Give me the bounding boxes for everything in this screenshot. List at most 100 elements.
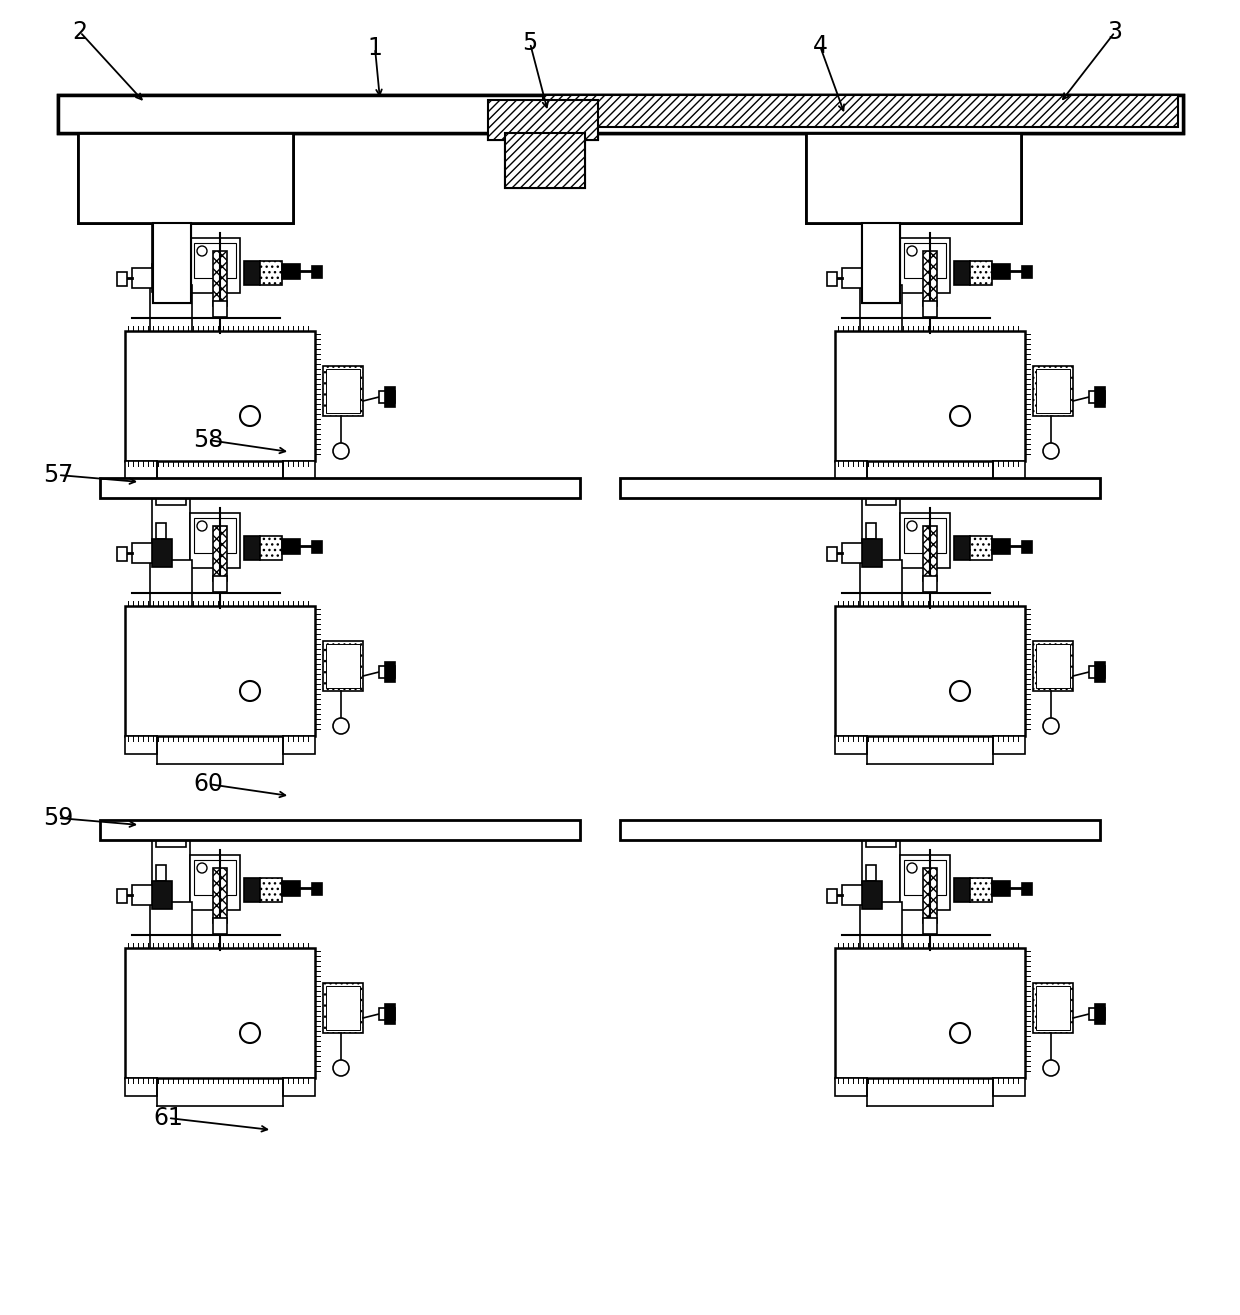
- Bar: [125, 1078, 157, 1095]
- Bar: [862, 881, 882, 909]
- Bar: [835, 736, 867, 753]
- Circle shape: [197, 521, 207, 531]
- Bar: [150, 902, 192, 982]
- Bar: [923, 868, 937, 923]
- Bar: [283, 1078, 315, 1095]
- Bar: [1033, 640, 1073, 690]
- Bar: [842, 543, 862, 563]
- Bar: [153, 539, 172, 567]
- Bar: [281, 264, 300, 279]
- Bar: [125, 606, 315, 736]
- Bar: [827, 889, 837, 903]
- Bar: [326, 644, 360, 688]
- Circle shape: [1043, 1060, 1059, 1076]
- Bar: [866, 838, 897, 847]
- Bar: [260, 878, 281, 902]
- Bar: [213, 301, 227, 317]
- Text: 61: 61: [153, 1106, 184, 1130]
- Bar: [992, 264, 1011, 279]
- Bar: [1089, 1009, 1105, 1020]
- Bar: [326, 370, 360, 413]
- Circle shape: [950, 406, 970, 426]
- Circle shape: [334, 1060, 348, 1076]
- Bar: [505, 133, 585, 188]
- Bar: [283, 736, 315, 753]
- Bar: [954, 878, 970, 902]
- Bar: [156, 220, 186, 230]
- Bar: [861, 285, 901, 366]
- Bar: [193, 860, 236, 896]
- Bar: [384, 387, 396, 408]
- Bar: [861, 902, 901, 982]
- Bar: [131, 543, 153, 563]
- Bar: [156, 523, 166, 539]
- Bar: [326, 986, 360, 1030]
- Bar: [835, 606, 1025, 736]
- Bar: [862, 224, 900, 293]
- Bar: [384, 1003, 396, 1024]
- Bar: [1033, 984, 1073, 1034]
- Bar: [312, 882, 322, 896]
- Bar: [1035, 370, 1070, 413]
- Bar: [125, 736, 157, 753]
- Bar: [153, 264, 172, 292]
- Bar: [384, 661, 396, 682]
- Bar: [904, 518, 946, 554]
- Bar: [543, 95, 1178, 128]
- Bar: [842, 885, 862, 905]
- Bar: [190, 513, 241, 568]
- Bar: [505, 133, 585, 188]
- Bar: [312, 266, 322, 277]
- Bar: [379, 665, 396, 679]
- Text: 4: 4: [812, 34, 827, 58]
- Bar: [1095, 661, 1105, 682]
- Bar: [260, 260, 281, 285]
- Bar: [904, 243, 946, 277]
- Circle shape: [241, 406, 260, 426]
- Bar: [993, 736, 1025, 753]
- Bar: [156, 838, 186, 847]
- Bar: [244, 260, 260, 285]
- Bar: [954, 537, 970, 560]
- Bar: [806, 133, 1021, 224]
- Bar: [835, 948, 1025, 1078]
- Bar: [100, 821, 580, 840]
- Circle shape: [950, 1023, 970, 1043]
- Text: 58: 58: [192, 427, 223, 452]
- Bar: [862, 840, 900, 910]
- Bar: [131, 268, 153, 288]
- Bar: [543, 95, 1178, 128]
- Bar: [153, 224, 191, 302]
- Bar: [213, 576, 227, 592]
- Circle shape: [197, 246, 207, 256]
- Bar: [620, 821, 1100, 840]
- Bar: [213, 918, 227, 934]
- Bar: [866, 220, 897, 230]
- Text: 60: 60: [193, 772, 223, 796]
- Bar: [213, 526, 227, 581]
- Bar: [1089, 665, 1105, 679]
- Bar: [970, 878, 992, 902]
- Bar: [260, 537, 281, 560]
- Bar: [1033, 366, 1073, 416]
- Bar: [244, 878, 260, 902]
- Bar: [312, 540, 322, 554]
- Bar: [489, 100, 598, 139]
- Bar: [923, 918, 937, 934]
- Bar: [213, 868, 227, 923]
- Bar: [842, 268, 862, 288]
- Bar: [1022, 540, 1032, 554]
- Circle shape: [241, 681, 260, 701]
- Bar: [156, 865, 166, 881]
- Bar: [862, 224, 900, 302]
- Bar: [78, 133, 293, 224]
- Bar: [1095, 1003, 1105, 1024]
- Bar: [117, 272, 126, 285]
- Bar: [153, 224, 190, 293]
- Bar: [131, 885, 153, 905]
- Bar: [954, 260, 970, 285]
- Bar: [827, 547, 837, 562]
- Bar: [1022, 882, 1032, 896]
- Bar: [923, 251, 937, 306]
- Circle shape: [241, 1023, 260, 1043]
